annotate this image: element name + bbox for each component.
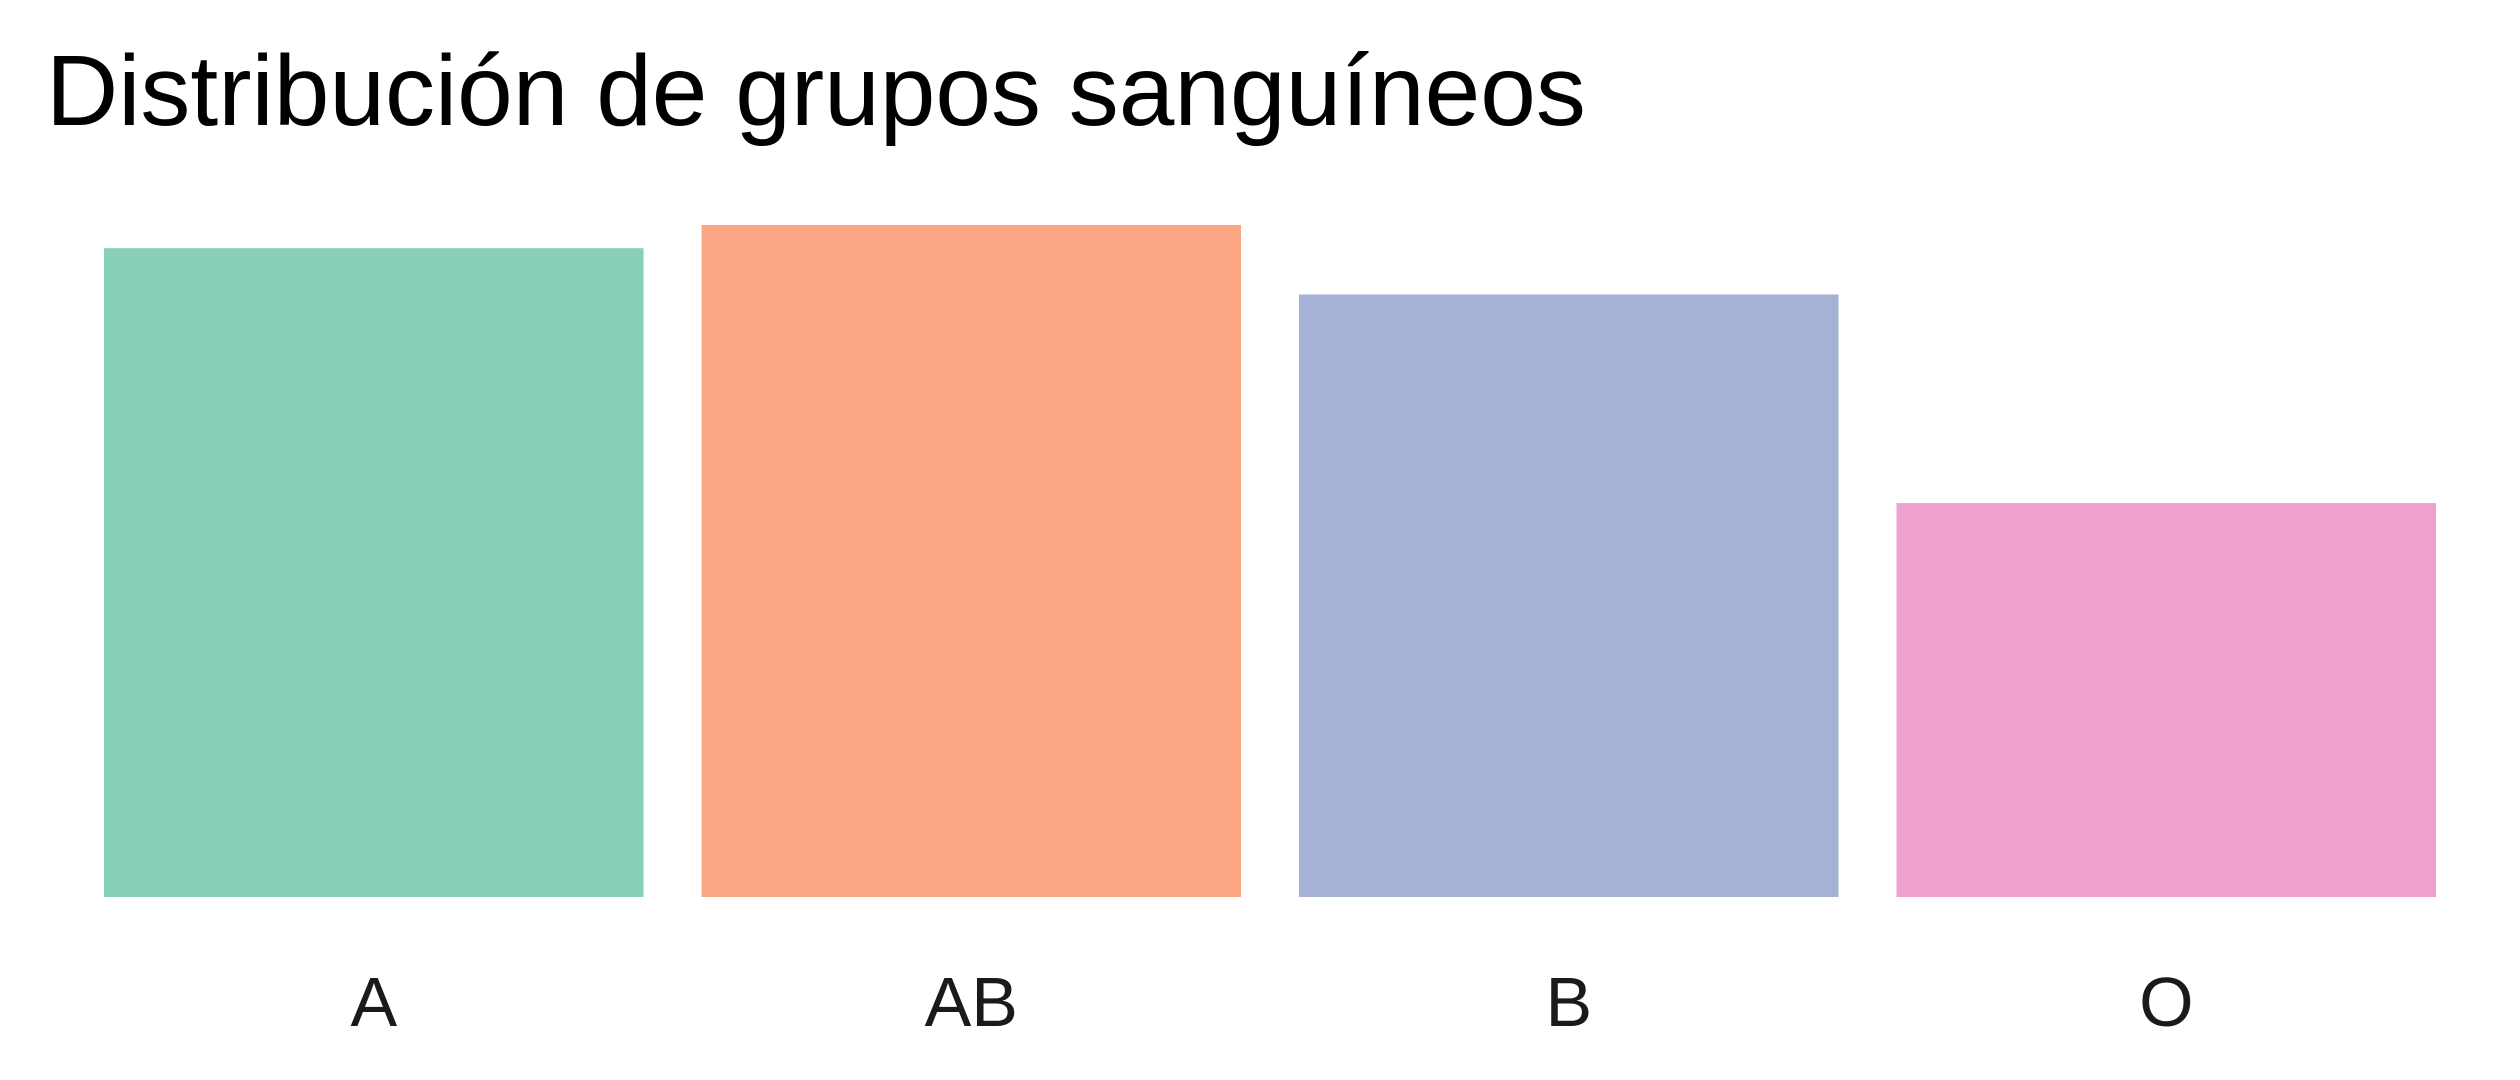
x-tick-labels: A AB B O	[350, 963, 2193, 1041]
x-tick-label-a: A	[350, 963, 397, 1041]
x-tick-label-ab: AB	[925, 963, 1018, 1041]
bar-ab	[701, 225, 1241, 897]
bar-o	[1896, 503, 2436, 897]
bar-b	[1299, 294, 1839, 897]
x-tick-label-o: O	[2139, 963, 2193, 1041]
chart-title: Distribución de grupos sanguíneos	[46, 35, 1586, 147]
x-tick-label-b: B	[1545, 963, 1592, 1041]
bar-a	[104, 248, 644, 897]
bars-group	[104, 225, 2436, 897]
